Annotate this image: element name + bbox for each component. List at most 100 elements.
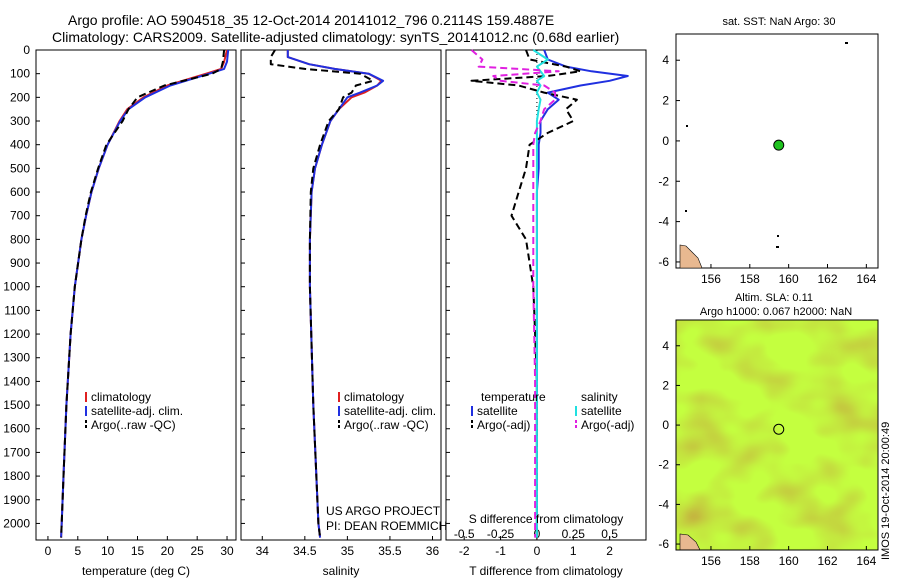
sla-map-field [676,320,878,550]
y-tick-label: 1900 [3,493,30,507]
difference-series-line [535,49,629,538]
x-tick-label: 36 [426,544,440,558]
y-tick-label: 400 [10,138,30,152]
x-tick-label: 30 [220,544,234,558]
sla-map [675,319,879,551]
sla-map-frame [675,319,879,551]
y-tick-label: 900 [10,256,30,270]
salinity-x-axis-label: salinity [323,564,360,578]
difference-series-line [470,49,560,538]
legend-label-temp-argo: Argo(-adj) [477,418,530,432]
y-tick-label: 1300 [3,351,30,365]
x-tick-label: 2 [606,544,613,558]
map-y-tick-label: 4 [662,53,669,67]
map-x-tick-label: 156 [701,272,721,286]
temperature-series-line [60,49,226,538]
top-tick-label: -0.25 [487,527,515,541]
x-tick-label: 34.5 [293,544,317,558]
temperature-panel-frame [35,49,237,541]
map-x-tick-label: 162 [817,272,837,286]
y-tick-label: 1600 [3,422,30,436]
map-y-tick-label: 0 [662,418,669,432]
x-tick-label: 15 [131,544,145,558]
x-tick-label: 5 [74,544,81,558]
difference-panel-frame [445,49,647,541]
temperature-x-axis-label: temperature (deg C) [82,564,190,578]
salinity-legend: climatology satellite-adj. clim. Argo(..… [338,390,436,432]
salinity-panel-frame [240,49,442,541]
legend-label-temp-satellite: satellite [477,404,518,418]
map-x-tick-label: 156 [701,554,721,568]
y-tick-label: 100 [10,67,30,81]
legend-label-satellite-adj: satellite-adj. clim. [344,404,436,418]
x-tick-label: -2 [459,544,470,558]
map-y-tick-label: 2 [662,378,669,392]
map-x-tick-label: 162 [817,554,837,568]
sst-map-speck [685,210,687,212]
y-tick-label: 800 [10,232,30,246]
x-tick-label: 34 [256,544,270,558]
sst-map-speck [776,246,779,248]
figure-title-line2: Climatology: CARS2009. Satellite-adjuste… [52,29,620,45]
project-note-line1: US ARGO PROJECT [326,504,441,518]
y-tick-label: 1700 [3,445,30,459]
map-y-tick-label: -4 [658,497,669,511]
x-tick-label: 0 [534,544,541,558]
temperature-series-line [60,49,228,538]
difference-top-axis-label: S difference from climatology [469,512,624,526]
x-tick-label: 20 [161,544,175,558]
map-y-tick-label: -4 [658,215,669,229]
x-tick-label: 25 [191,544,205,558]
y-tick-label: 200 [10,90,30,104]
top-tick-label: -0.5 [454,527,475,541]
project-note-line2: PI: DEAN ROEMMICH [326,519,447,533]
x-tick-label: 0 [45,544,52,558]
salinity-series-line [286,50,383,538]
figure-title-line1: Argo profile: AO 5904518_35 12-Oct-2014 … [68,12,555,28]
y-tick-label: 1000 [3,280,30,294]
x-tick-label: 35 [341,544,355,558]
legend-heading-temperature: temperature [481,390,546,404]
map-y-tick-label: 2 [662,94,669,108]
y-tick-label: 300 [10,114,30,128]
map-y-tick-label: 0 [662,134,669,148]
y-tick-label: 1500 [3,398,30,412]
x-tick-label: 35.5 [378,544,402,558]
difference-legend: temperature salinity satellite Argo(-adj… [471,390,634,432]
map-y-tick-label: -6 [658,537,669,551]
difference-series-line [470,49,582,538]
sla-map-title-line1: Altim. SLA: 0.11 [735,292,813,304]
top-tick-label: 0.5 [601,527,618,541]
salinity-series-line [269,49,374,538]
sst-map-speck [686,125,688,127]
x-tick-label: -1 [495,544,506,558]
sla-map-title-line2: Argo h1000: 0.067 h2000: NaN [700,306,852,318]
sst-map-land [679,244,703,269]
map-x-tick-label: 160 [779,272,799,286]
y-tick-label: 600 [10,185,30,199]
map-x-tick-label: 160 [779,554,799,568]
y-tick-label: 1100 [4,303,30,317]
map-x-tick-label: 158 [740,272,760,286]
legend-label-argo: Argo(..raw -QC) [91,418,176,432]
map-y-tick-label: -2 [658,174,669,188]
y-tick-label: 1200 [3,327,30,341]
y-tick-label: 2000 [3,516,30,530]
legend-label-sal-satellite: satellite [581,404,622,418]
argo-float-marker [773,423,785,435]
legend-label-sal-argo: Argo(-adj) [581,418,634,432]
y-tick-label: 1400 [3,374,30,388]
map-x-tick-label: 158 [740,554,760,568]
salinity-series-line [286,50,385,538]
x-tick-label: 1 [570,544,577,558]
legend-label-climatology: climatology [344,390,404,404]
map-y-tick-label: -2 [658,458,669,472]
sst-map-frame [675,33,879,269]
map-y-tick-label: 4 [662,339,669,353]
top-tick-label: 0.25 [562,527,586,541]
argo-float-marker [773,139,785,151]
map-x-tick-label: 164 [856,554,876,568]
x-tick-label: 10 [101,544,115,558]
sst-map-speck [777,235,779,237]
